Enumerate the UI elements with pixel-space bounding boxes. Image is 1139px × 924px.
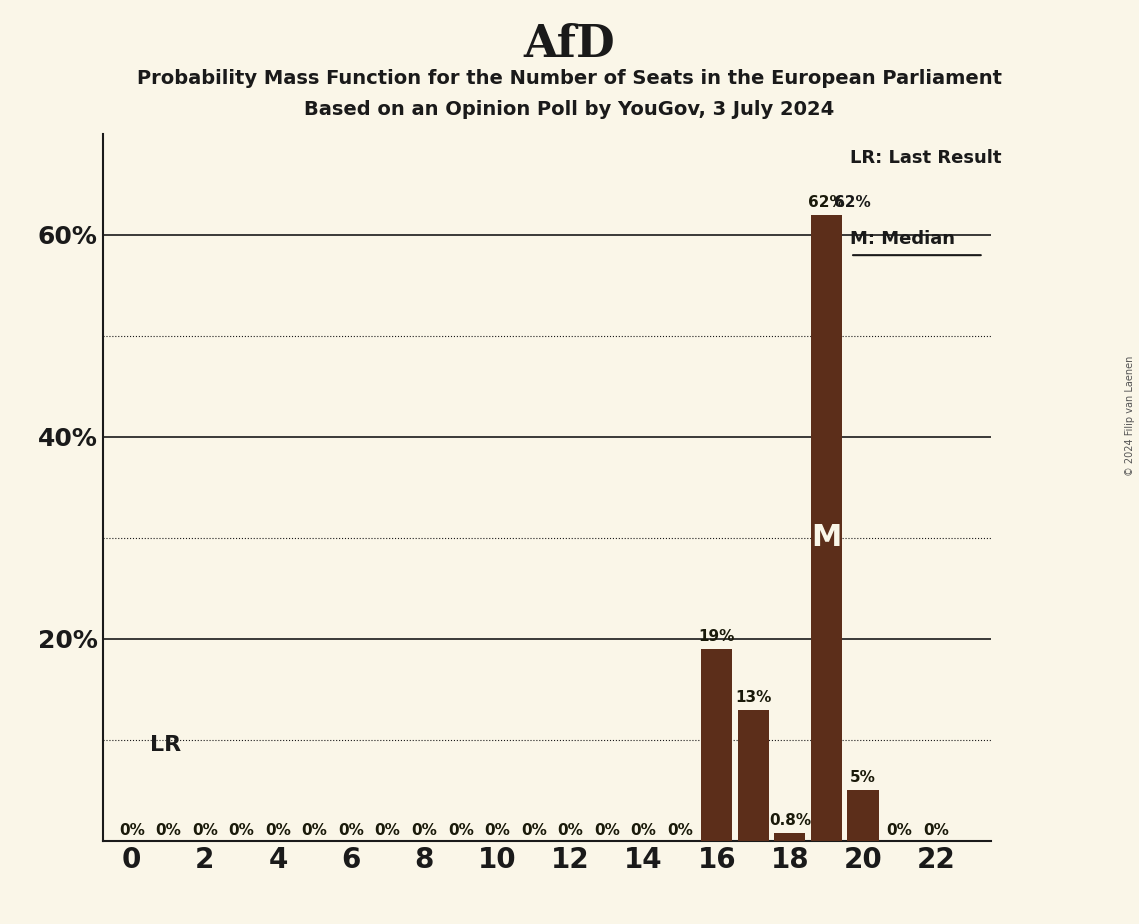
- Bar: [738, 710, 769, 841]
- Text: 0%: 0%: [521, 822, 547, 838]
- Text: 13%: 13%: [735, 689, 771, 704]
- Text: 0%: 0%: [302, 822, 328, 838]
- Text: 0%: 0%: [265, 822, 290, 838]
- Text: 0%: 0%: [558, 822, 583, 838]
- Text: 0%: 0%: [595, 822, 620, 838]
- Bar: [811, 214, 842, 841]
- Text: 0%: 0%: [923, 822, 949, 838]
- Text: 19%: 19%: [698, 629, 735, 644]
- Text: 62%: 62%: [834, 195, 870, 210]
- Text: 0.8%: 0.8%: [769, 813, 811, 828]
- Text: 0%: 0%: [118, 822, 145, 838]
- Text: 0%: 0%: [338, 822, 364, 838]
- Text: 0%: 0%: [155, 822, 181, 838]
- Text: 0%: 0%: [375, 822, 401, 838]
- Text: LR: Last Result: LR: Last Result: [850, 149, 1001, 167]
- Text: AfD: AfD: [524, 23, 615, 67]
- Text: 62%: 62%: [808, 195, 845, 210]
- Bar: [775, 833, 805, 841]
- Text: 0%: 0%: [484, 822, 510, 838]
- Bar: [847, 790, 878, 841]
- Bar: [702, 649, 732, 841]
- Text: Probability Mass Function for the Number of Seats in the European Parliament: Probability Mass Function for the Number…: [137, 69, 1002, 89]
- Text: 0%: 0%: [448, 822, 474, 838]
- Text: © 2024 Filip van Laenen: © 2024 Filip van Laenen: [1125, 356, 1134, 476]
- Text: Based on an Opinion Poll by YouGov, 3 July 2024: Based on an Opinion Poll by YouGov, 3 Ju…: [304, 100, 835, 119]
- Text: 0%: 0%: [667, 822, 694, 838]
- Text: 0%: 0%: [192, 822, 218, 838]
- Text: 0%: 0%: [229, 822, 254, 838]
- Text: 0%: 0%: [631, 822, 656, 838]
- Text: LR: LR: [150, 735, 181, 755]
- Text: M: Median: M: Median: [850, 230, 956, 248]
- Text: 5%: 5%: [850, 771, 876, 785]
- Text: 0%: 0%: [411, 822, 437, 838]
- Text: 0%: 0%: [886, 822, 912, 838]
- Text: M: M: [811, 523, 842, 553]
